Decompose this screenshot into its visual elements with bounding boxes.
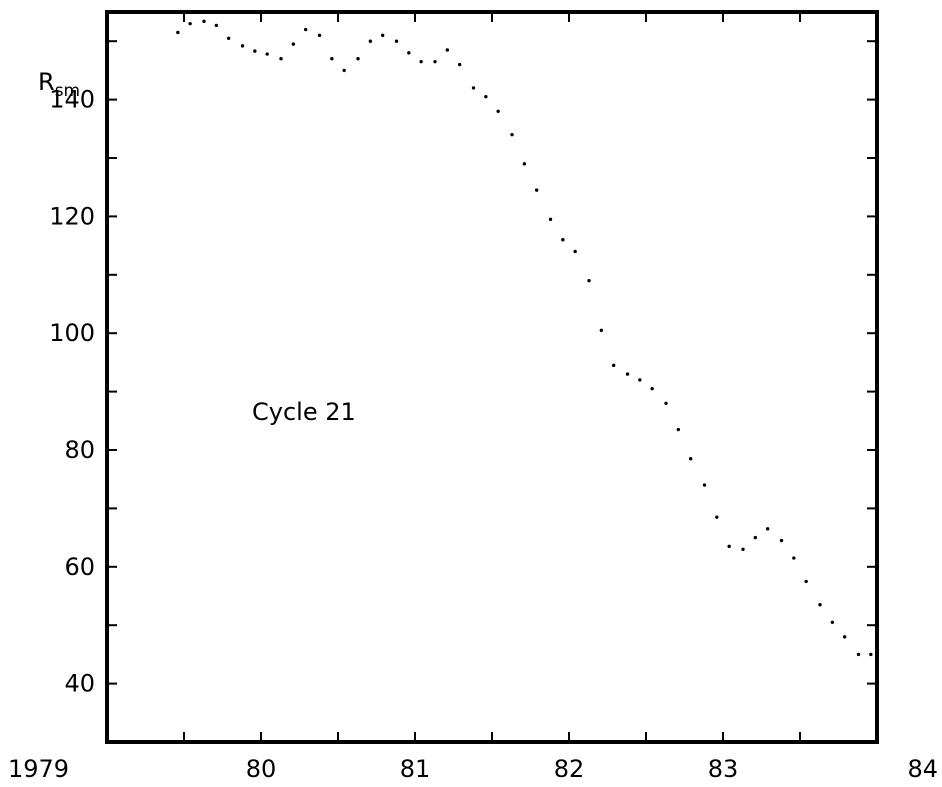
data-point [753,535,758,540]
data-point [407,51,411,55]
data-point [625,372,630,376]
data-point [445,48,450,52]
data-point [291,42,296,46]
data-point [548,217,553,222]
data-point [779,538,784,543]
data-point [842,635,847,639]
data-point [715,515,719,519]
data-point [394,39,399,43]
data-point [611,363,616,368]
x-tick-label: 80 [246,755,277,783]
x-tick-label: 83 [708,755,739,783]
data-point [253,49,257,53]
data-point [650,386,654,391]
data-point [741,547,745,551]
data-point [664,401,668,405]
data-point [638,378,642,382]
y-tick-label: 120 [49,202,95,230]
data-point [856,652,861,657]
data-point [534,188,539,192]
y-axis-label-sub: sm [55,81,80,101]
data-points [176,19,873,657]
data-point [688,457,693,461]
data-point [496,109,500,113]
data-point [265,52,269,56]
data-point [561,238,565,242]
data-point [702,483,707,487]
data-point [380,33,385,38]
data-point [573,249,577,254]
cycle-annotation: Cycle 21 [252,398,356,426]
y-tick-label: 80 [64,436,95,464]
data-point [599,328,604,332]
data-point [869,652,873,657]
data-point [676,427,681,432]
data-point [279,57,283,61]
data-point [176,30,180,35]
x-tick-label: 84 [907,755,938,783]
data-point [484,94,488,99]
data-point [457,62,462,67]
data-point [330,57,334,61]
data-point [727,544,731,549]
data-point [433,59,437,64]
data-point [214,23,219,28]
data-point [765,527,770,531]
data-point [303,27,308,32]
data-point [188,21,192,26]
tick-labels: 40 60 80 100 120 140 1979 80 81 82 83 84 [8,86,938,783]
x-tick-label: 1979 [8,755,69,783]
y-tick-label: 100 [49,319,95,347]
x-tick-label: 82 [554,755,585,783]
data-point [419,59,423,64]
data-point [226,36,231,40]
y-axis-label-main: R [38,68,55,96]
y-tick-label: 60 [64,553,95,581]
data-point [587,278,591,283]
data-point [342,68,346,73]
y-tick-label: 140 [49,86,95,114]
data-point [240,44,245,48]
data-point [522,162,527,166]
data-point [510,132,514,137]
data-point [830,620,835,624]
plot-frame [105,10,879,744]
data-point [804,579,808,584]
data-point [818,603,822,607]
axis-ticks [107,12,877,742]
data-point [792,556,796,560]
data-point [356,57,360,61]
data-point [202,19,206,24]
data-point [368,39,373,43]
y-tick-label: 40 [64,670,95,698]
data-point [471,86,476,90]
x-tick-label: 81 [400,755,431,783]
data-point [317,33,322,38]
y-axis-label: Rsm [38,68,80,101]
